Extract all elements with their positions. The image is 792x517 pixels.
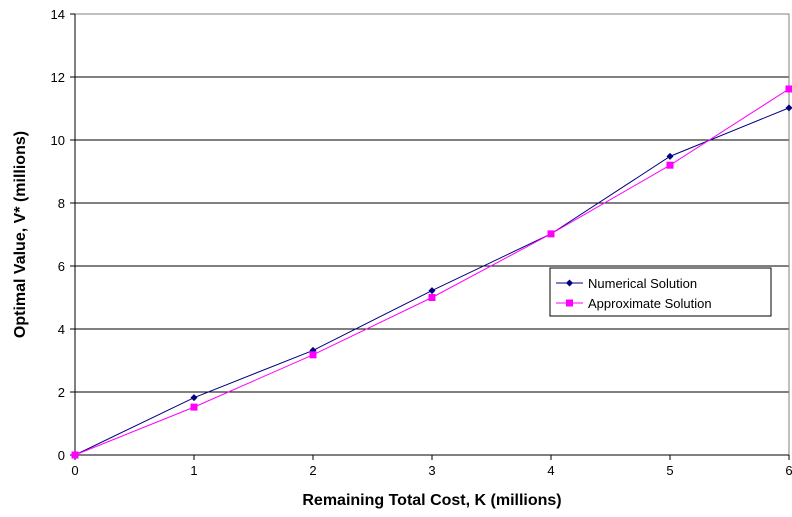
data-point-approximate-solution: [666, 161, 674, 169]
data-point-approximate-solution: [71, 451, 79, 459]
y-tick-label: 14: [51, 7, 65, 22]
data-point-numerical-solution: [666, 152, 674, 160]
x-tick-label: 1: [190, 463, 197, 478]
y-tick-label: 12: [51, 70, 65, 85]
y-axis-title: Optimal Value, V* (millions): [12, 131, 29, 338]
data-point-approximate-solution: [428, 294, 436, 301]
plot-area: [74, 13, 790, 456]
x-tick-label: 2: [309, 463, 316, 478]
y-tick-label: 0: [58, 448, 65, 463]
data-point-approximate-solution: [785, 85, 792, 93]
y-tick-label: 10: [51, 133, 65, 148]
data-point-numerical-solution: [428, 287, 436, 295]
data-point-approximate-solution: [190, 403, 198, 411]
y-tick-label: 4: [58, 322, 65, 337]
legend: Numerical Solution Approximate Solution: [549, 267, 772, 317]
x-tick-label: 3: [428, 463, 435, 478]
data-point-numerical-solution: [190, 394, 198, 402]
data-point-approximate-solution: [547, 230, 555, 238]
data-point-numerical-solution: [785, 104, 792, 112]
legend-marker-numerical-solution: [566, 279, 573, 287]
x-axis-title: Remaining Total Cost, K (millions): [302, 492, 561, 509]
series-approximate-solution: [71, 85, 792, 459]
y-tick-label: 6: [58, 259, 65, 274]
legend-marker-approximate-solution: [566, 299, 573, 307]
x-tick-label: 4: [547, 463, 554, 478]
legend-box: [549, 267, 772, 317]
x-tick-label: 0: [71, 463, 78, 478]
legend-label-approximate-solution: Approximate Solution: [588, 296, 712, 311]
x-tick-label: 6: [785, 463, 792, 478]
legend-label-numerical-solution: Numerical Solution: [588, 276, 697, 291]
y-tick-label: 8: [58, 196, 65, 211]
x-tick-label: 5: [666, 463, 673, 478]
grid: [75, 76, 789, 393]
data-point-approximate-solution: [309, 351, 317, 359]
y-tick-label: 2: [58, 385, 65, 400]
series-layer: [71, 85, 792, 459]
